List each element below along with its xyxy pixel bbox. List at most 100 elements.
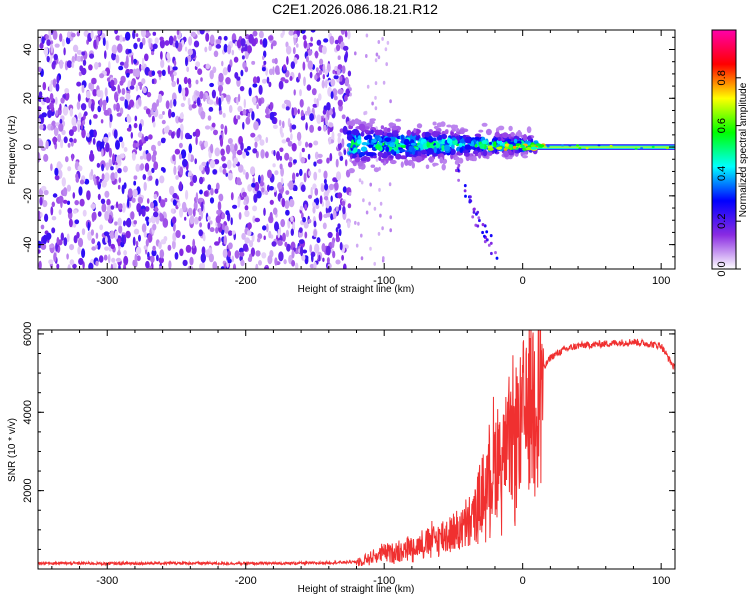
- spectrogram-cell: [87, 231, 92, 241]
- spectrogram-cell: [459, 142, 463, 148]
- spectrogram-cell: [326, 63, 331, 73]
- spectrogram-cell: [145, 238, 149, 247]
- spectrogram-cell: [146, 152, 152, 162]
- spectrogram-cell: [290, 133, 293, 141]
- spectrogram-cell: [184, 216, 187, 221]
- spectrogram-cell: [117, 203, 123, 210]
- y-tick-label: 6000: [22, 322, 34, 346]
- spectrogram-cell: [78, 186, 83, 196]
- spectrogram-cell: [243, 98, 246, 109]
- spectrogram-cell: [380, 125, 385, 130]
- spectrogram-cell: [404, 158, 409, 166]
- spectrogram-cell: [362, 198, 365, 203]
- spectrogram-cell: [121, 234, 124, 244]
- spectrogram-cell: [239, 86, 245, 92]
- spectrogram-cell: [329, 35, 335, 45]
- spectrogram-cell: [133, 220, 137, 225]
- spectrogram-cell: [151, 102, 157, 112]
- spectrogram-cell: [160, 59, 165, 68]
- spectrogram-cell: [65, 36, 71, 45]
- spectrogram-cell: [150, 255, 155, 263]
- spectrogram-cell: [449, 148, 456, 155]
- spectrogram-cell: [169, 185, 175, 196]
- spectrogram-cell: [441, 145, 445, 152]
- spectrogram-cell: [316, 159, 322, 164]
- spectrogram-cell: [245, 151, 250, 157]
- spectrogram-cell: [286, 56, 289, 65]
- spectrogram-cell: [392, 136, 396, 143]
- spectrogram-cell: [347, 84, 351, 89]
- spectrogram-cell: [269, 199, 274, 205]
- spectrogram-cell: [464, 136, 472, 144]
- spectrogram-cell: [431, 130, 438, 138]
- spectrogram-cell: [487, 147, 494, 151]
- spectrogram-cell: [143, 181, 147, 191]
- spectrogram-cell: [116, 112, 122, 117]
- spectrogram-cell: [209, 227, 215, 233]
- spectrogram-cell: [114, 30, 118, 35]
- spectrogram-cell: [234, 250, 240, 259]
- spectrogram-cell: [209, 70, 214, 80]
- spectrogram-cell: [305, 141, 309, 148]
- spectrogram-cell: [314, 74, 318, 81]
- spectrogram-cell: [478, 129, 484, 133]
- spectrogram-cell: [123, 147, 128, 152]
- spectrogram-cell: [395, 153, 402, 160]
- spectrogram-cell: [485, 238, 489, 242]
- spectrogram-cell: [473, 207, 476, 211]
- spectrogram-cell: [284, 152, 290, 161]
- spectrogram-cell: [313, 261, 317, 269]
- spectrogram-cell: [123, 220, 126, 227]
- spectrogram-cell: [414, 129, 421, 134]
- spectrogram-cell: [208, 106, 214, 112]
- spectrogram-cell: [292, 172, 296, 181]
- spectrogram-cell: [43, 46, 49, 56]
- x-tick-label: 100: [652, 575, 670, 587]
- spectrogram-cell: [251, 182, 256, 188]
- spectrogram-cell: [512, 145, 517, 149]
- spectrogram-cell: [360, 233, 363, 238]
- x-tick-label: -300: [96, 575, 118, 587]
- spectrogram-cell: [306, 84, 312, 91]
- spectrogram-cell: [209, 220, 213, 225]
- spectrogram-cell: [218, 193, 224, 202]
- spectrogram-cell: [334, 181, 339, 191]
- spectrogram-cell: [195, 128, 201, 138]
- spectrogram-cell: [133, 228, 140, 235]
- spectrogram-cell: [215, 226, 219, 234]
- spectrogram-cell: [520, 144, 525, 148]
- spectrogram-cell: [325, 199, 331, 209]
- spectrogram-cell: [49, 102, 54, 110]
- spectrogram-cell: [76, 231, 80, 239]
- spectrogram-cell: [215, 182, 220, 191]
- spectrogram-cell: [272, 66, 275, 76]
- spectrogram-cell: [220, 148, 225, 156]
- spectrogram-cell: [489, 141, 492, 145]
- spectrogram-cell: [58, 209, 62, 216]
- spectrogram-cell: [321, 243, 326, 252]
- spectrogram-cell: [81, 228, 86, 236]
- spectrogram-cell: [142, 174, 147, 180]
- spectrogram-cell: [219, 86, 222, 97]
- spectrogram-cell: [81, 67, 87, 76]
- spectrogram-cell: [332, 210, 337, 220]
- spectrogram-cell: [219, 137, 224, 147]
- spectrogram-cell: [354, 51, 357, 56]
- spectrogram-cell: [357, 221, 360, 226]
- spectrogram-cell: [487, 152, 493, 156]
- spectrogram-cell: [131, 54, 134, 65]
- spectrogram-cell: [152, 121, 156, 128]
- spectrogram-cell: [378, 137, 383, 142]
- spectrogram-cell: [278, 119, 282, 127]
- spectrogram-cell: [115, 165, 119, 170]
- spectrogram-cell: [135, 240, 139, 247]
- spectrogram-cell: [63, 237, 68, 247]
- spectrogram-cell: [97, 62, 102, 68]
- spectrogram-cell: [191, 104, 197, 109]
- spectrogram-cell: [344, 78, 349, 86]
- spectrogram-cell: [444, 144, 450, 152]
- spectrogram-cell: [262, 38, 268, 48]
- snr-panel: -300 -200 -100 0 100 2000 4000 6000 Height of …: [7, 322, 676, 595]
- spectrogram-cell: [187, 207, 193, 216]
